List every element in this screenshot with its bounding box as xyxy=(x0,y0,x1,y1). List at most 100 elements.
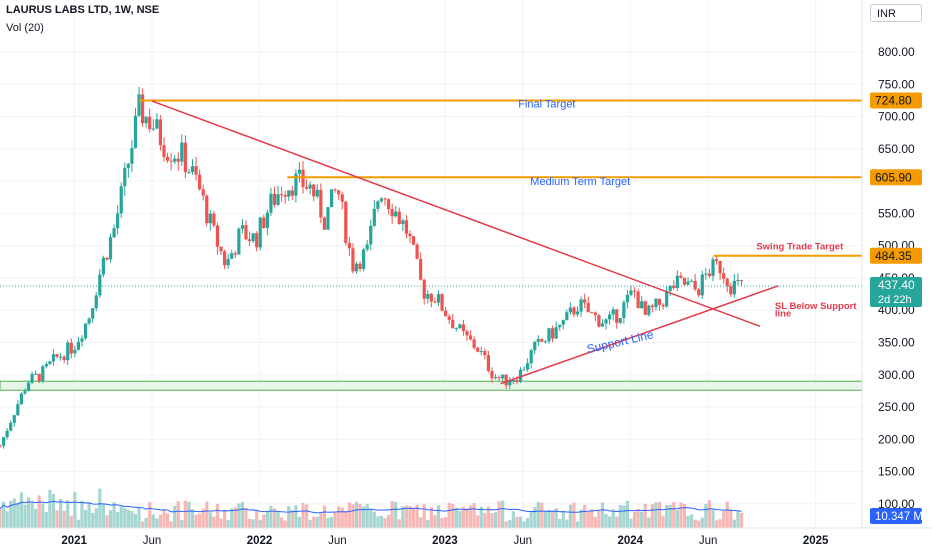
volume-bar xyxy=(600,502,605,528)
candle-body xyxy=(625,294,630,303)
candle-body xyxy=(704,273,708,275)
candle-body xyxy=(62,356,66,361)
candle-body xyxy=(643,301,647,315)
volume-bar xyxy=(404,505,409,528)
candle-body xyxy=(497,377,501,379)
candle-body xyxy=(444,310,448,317)
candle-body xyxy=(344,201,348,243)
volume-bar xyxy=(501,500,505,528)
volume-bar xyxy=(315,516,319,528)
candle-body xyxy=(48,361,52,364)
volume-bar xyxy=(308,519,312,528)
candle-body xyxy=(401,220,405,225)
candle-body xyxy=(579,299,583,312)
volume-bar xyxy=(643,503,647,528)
candle-body xyxy=(347,242,351,249)
volume-bar xyxy=(37,495,41,528)
candles-layer xyxy=(0,86,744,449)
volume-bar xyxy=(119,506,123,528)
volume-bar xyxy=(41,503,45,528)
candle-body xyxy=(215,225,220,247)
volume-bar xyxy=(504,521,508,528)
volume-bar xyxy=(522,521,526,528)
volume-bar xyxy=(650,504,654,528)
volume-ma-line xyxy=(0,500,742,514)
currency-selector[interactable]: INR xyxy=(870,4,922,22)
candle-body xyxy=(657,298,662,305)
candle-body xyxy=(504,374,508,386)
volume-bar xyxy=(165,513,170,528)
volume-bar xyxy=(429,507,433,528)
candle-body xyxy=(251,233,255,242)
x-tick-label: 2025 xyxy=(803,535,829,547)
candle-body xyxy=(565,312,569,321)
price-label-box xyxy=(870,169,922,186)
candle-body xyxy=(304,186,309,189)
volume-bar xyxy=(301,502,305,528)
volume-bar xyxy=(151,514,155,528)
candle-body xyxy=(597,315,601,327)
candle-body xyxy=(183,142,187,173)
candle-body xyxy=(689,280,694,282)
candle-body xyxy=(144,116,148,124)
candle-body xyxy=(394,211,398,217)
y-tick-label: 100.00 xyxy=(878,497,915,511)
candle-body xyxy=(419,258,423,280)
volume-bar xyxy=(73,491,77,528)
price-label: 605.90 xyxy=(875,170,912,184)
volume-bar xyxy=(326,517,330,528)
volume-bar xyxy=(365,504,369,528)
candle-body xyxy=(23,390,27,394)
candle-body xyxy=(714,259,719,261)
chart-annotation: Swing Trade Target xyxy=(756,242,844,253)
candle-body xyxy=(169,160,173,162)
candle-body xyxy=(486,355,490,372)
candle-body xyxy=(493,377,498,379)
candle-body xyxy=(379,198,384,202)
volume-bar xyxy=(618,505,622,528)
y-tick-label: 700.00 xyxy=(878,110,915,124)
volume-bar xyxy=(383,518,387,528)
volume-bar xyxy=(48,489,52,528)
volume-bar xyxy=(386,514,391,528)
volume-indicator-label[interactable]: Vol (20) xyxy=(6,22,44,34)
y-tick-label: 250.00 xyxy=(878,400,915,414)
volume-bar xyxy=(304,504,309,528)
candle-body xyxy=(533,341,537,351)
candle-body xyxy=(369,225,373,245)
volume-bar xyxy=(693,519,697,528)
volume-bar xyxy=(344,510,348,528)
candle-body xyxy=(312,184,316,197)
candle-body xyxy=(340,194,344,202)
volume-bar xyxy=(201,508,205,528)
candle-body xyxy=(91,308,95,319)
candle-body xyxy=(329,189,334,208)
candle-body xyxy=(354,263,359,272)
volume-bar xyxy=(732,519,736,528)
candle-body xyxy=(244,225,248,240)
candle-body xyxy=(165,156,170,161)
volume-bar xyxy=(87,502,91,528)
candle-body xyxy=(0,445,2,447)
last-price-box xyxy=(870,277,922,308)
candle-body xyxy=(16,404,20,416)
volume-bar xyxy=(283,520,287,528)
volume-bar xyxy=(444,516,448,528)
candle-body xyxy=(736,280,740,282)
candle-body xyxy=(208,213,212,224)
candle-body xyxy=(611,309,615,315)
candle-body xyxy=(337,190,341,195)
candle-body xyxy=(19,393,23,405)
volume-layer xyxy=(0,488,744,528)
candle-body xyxy=(722,273,726,279)
volume-bar xyxy=(493,512,498,528)
volume-bar xyxy=(1,501,6,528)
volume-bar xyxy=(654,502,658,528)
volume-bar xyxy=(212,516,216,528)
volume-bar xyxy=(565,519,569,528)
candle-body xyxy=(404,220,409,234)
candle-body xyxy=(568,307,572,313)
volume-bar xyxy=(597,510,601,528)
volume-bar xyxy=(583,505,587,528)
